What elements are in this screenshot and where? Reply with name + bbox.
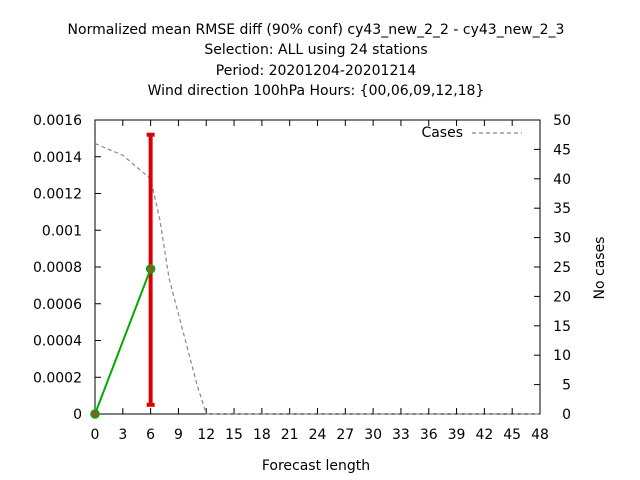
x-tick-label: 45 bbox=[503, 427, 521, 443]
chart-title: Normalized mean RMSE diff (90% conf) cy4… bbox=[68, 22, 565, 99]
y-axis-right: 0 5 10 15 20 25 30 35 40 45 50 bbox=[534, 113, 571, 423]
y-right-tick-label: 50 bbox=[553, 113, 571, 129]
data-point bbox=[145, 264, 156, 274]
x-tick-label: 9 bbox=[174, 427, 183, 443]
series-layer bbox=[90, 132, 540, 419]
x-tick-label: 18 bbox=[253, 427, 271, 443]
y-left-tick-label: 0.0002 bbox=[33, 370, 82, 386]
legend: Cases bbox=[421, 125, 522, 141]
x-tick-label: 48 bbox=[531, 427, 549, 443]
x-tick-label: 27 bbox=[336, 427, 354, 443]
series-line-diff bbox=[94, 268, 152, 415]
x-tick-label: 12 bbox=[197, 427, 215, 443]
x-tick-label: 15 bbox=[225, 427, 243, 443]
y-right-tick-label: 20 bbox=[553, 289, 571, 305]
y-left-tick-label: 0.0008 bbox=[33, 260, 82, 276]
title-line-2: Selection: ALL using 24 stations bbox=[204, 42, 427, 58]
x-tick-label: 30 bbox=[364, 427, 382, 443]
y-right-tick-label: 30 bbox=[553, 231, 571, 247]
title-line-3: Period: 20201204-20201214 bbox=[216, 63, 416, 79]
x-tick-label: 3 bbox=[118, 427, 127, 443]
plot-frame bbox=[94, 119, 541, 415]
x-axis-label: Forecast length bbox=[262, 458, 370, 474]
x-tick-label: 24 bbox=[309, 427, 327, 443]
y-left-tick-label: 0.001 bbox=[42, 223, 82, 239]
x-tick-label: 33 bbox=[392, 427, 410, 443]
y-right-tick-label: 5 bbox=[562, 378, 571, 394]
y-right-tick-label: 15 bbox=[553, 319, 571, 335]
y-left-tick-label: 0.0004 bbox=[33, 334, 82, 350]
y-right-tick-label: 45 bbox=[553, 142, 571, 158]
y-left-tick-label: 0.0016 bbox=[33, 113, 82, 129]
x-tick-label: 36 bbox=[420, 427, 438, 443]
y-axis-right-label: No cases bbox=[592, 237, 608, 300]
y-right-tick-label: 35 bbox=[553, 201, 571, 217]
y-right-tick-label: 10 bbox=[553, 348, 571, 364]
y-right-tick-label: 40 bbox=[553, 172, 571, 188]
x-tick-label: 42 bbox=[475, 427, 493, 443]
x-tick-label: 39 bbox=[448, 427, 466, 443]
y-left-tick-label: 0.0012 bbox=[33, 187, 82, 203]
series-line-cases bbox=[94, 142, 540, 415]
legend-label-cases: Cases bbox=[421, 125, 463, 141]
title-line-4: Wind direction 100hPa Hours: {00,06,09,1… bbox=[148, 83, 485, 99]
y-right-tick-label: 0 bbox=[562, 407, 571, 423]
x-axis: 0 3 6 9 12 15 18 21 24 27 30 33 36 39 42 45 48 bbox=[91, 120, 549, 443]
y-axis-left: 0 0.0002 0.0004 0.0006 0.0008 0.001 0.0012 0.00… bbox=[33, 113, 101, 423]
x-tick-label: 0 bbox=[91, 427, 100, 443]
y-left-tick-label: 0.0014 bbox=[33, 150, 82, 166]
y-left-tick-label: 0 bbox=[73, 407, 82, 423]
x-tick-label: 21 bbox=[281, 427, 299, 443]
data-point bbox=[90, 409, 100, 419]
y-left-tick-label: 0.0006 bbox=[33, 297, 82, 313]
y-right-tick-label: 25 bbox=[553, 260, 571, 276]
x-tick-label: 6 bbox=[146, 427, 155, 443]
title-line-1: Normalized mean RMSE diff (90% conf) cy4… bbox=[68, 22, 565, 38]
